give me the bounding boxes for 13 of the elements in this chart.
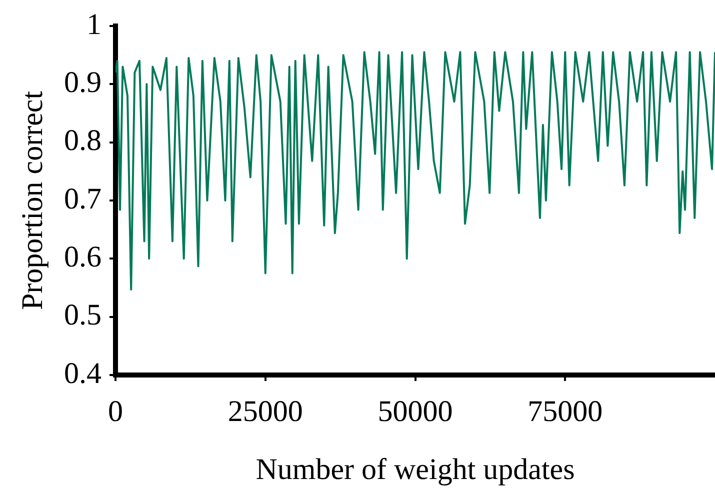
y-tick-label: 0.9 xyxy=(64,66,102,100)
x-tick-label: 75000 xyxy=(528,394,603,428)
x-tick-label: 25000 xyxy=(228,394,303,428)
y-tick-label: 1 xyxy=(86,8,102,41)
x-axis-title: Number of weight updates xyxy=(256,452,575,486)
y-tick-label: 0.4 xyxy=(64,356,102,390)
y-axis-title: Proportion correct xyxy=(16,90,49,310)
y-tick-label: 0.8 xyxy=(64,124,102,158)
x-tick-label: 50000 xyxy=(378,394,453,428)
y-tick-label: 0.7 xyxy=(64,182,102,216)
y-tick-label: 0.6 xyxy=(64,240,102,274)
y-tick-label: 0.5 xyxy=(64,298,102,332)
x-tick-label: 0 xyxy=(108,394,123,428)
